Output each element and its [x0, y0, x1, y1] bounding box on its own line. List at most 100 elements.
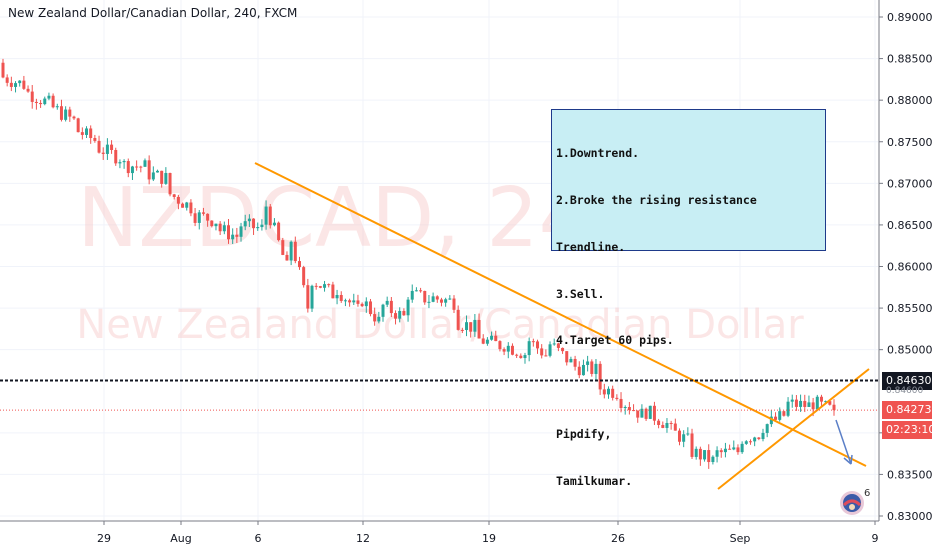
candle-body [799, 400, 803, 407]
candle-body [627, 407, 631, 411]
candle-body [34, 101, 38, 103]
candle-body [636, 410, 640, 418]
candle-body [423, 290, 427, 303]
candle-body [260, 224, 264, 228]
candle-body [490, 335, 494, 340]
candle-body [494, 335, 498, 342]
resistance-sub-label: 0.84600 [886, 386, 924, 396]
candle-body [794, 399, 798, 407]
candle-body [55, 106, 59, 108]
x-tick-label: Sep [730, 532, 751, 545]
candle-body [89, 128, 93, 138]
candle-body [623, 407, 627, 409]
candle-body [552, 343, 556, 345]
candle-body [469, 322, 473, 332]
candle-body [515, 354, 519, 356]
candle-body [648, 405, 652, 419]
forecast-arrow-head [843, 454, 853, 465]
candle-body [110, 144, 114, 150]
candle-body [285, 254, 289, 261]
candle-body [222, 225, 226, 232]
candle-body [373, 314, 377, 322]
note-line: Pipdify, [556, 426, 612, 441]
candle-body [306, 285, 310, 309]
candle-body [268, 206, 272, 226]
candle-body [394, 313, 398, 319]
candle-body [581, 364, 585, 376]
candle-body [439, 299, 443, 303]
author-avatar-icon[interactable] [838, 489, 866, 517]
candle-body [139, 166, 143, 168]
candle-body [101, 152, 105, 154]
x-tick-label: 19 [482, 532, 496, 545]
candle-body [352, 300, 356, 303]
candle-body [406, 299, 410, 316]
candle-body [398, 310, 402, 319]
note-line: 1.Downtrend. [556, 146, 640, 161]
chart-title: New Zealand Dollar/Canadian Dollar, 240,… [8, 6, 298, 20]
candle-body [669, 422, 673, 424]
candle-body [26, 88, 30, 92]
annotation-note[interactable]: 1.Downtrend. 2.Broke the rising resistan… [551, 109, 826, 488]
candle-body [607, 388, 611, 395]
forecast-arrow-shaft [835, 419, 852, 465]
candle-body [51, 95, 55, 108]
candle-body [72, 116, 76, 119]
candle-body [719, 450, 723, 453]
candle-body [448, 298, 452, 300]
candle-body [565, 351, 569, 363]
candle-body [80, 132, 84, 135]
candle-body [707, 450, 711, 463]
candle-body [30, 91, 34, 102]
candle-body [68, 109, 72, 117]
candle-body [277, 222, 281, 241]
candle-body [368, 301, 372, 315]
candle-body [577, 366, 581, 376]
candle-body [323, 284, 327, 288]
candle-body [206, 213, 210, 221]
candle-body [723, 448, 727, 453]
candle-body [686, 433, 690, 435]
candle-body [147, 160, 151, 180]
candle-body [151, 172, 155, 180]
candle-body [356, 300, 360, 304]
note-line: Trendline. [556, 239, 626, 254]
candle-body [665, 422, 669, 428]
descending-trendline [254, 162, 867, 467]
candle-body [748, 441, 752, 443]
candle-body [531, 341, 535, 343]
candle-body [569, 358, 573, 363]
candle-body [264, 206, 268, 225]
x-tick-label: 29 [97, 532, 111, 545]
candle-body [105, 144, 109, 154]
countdown-tag: 02:23:10 [882, 421, 932, 439]
candle-body [502, 349, 506, 352]
x-tick-label: 12 [356, 532, 370, 545]
grid [0, 0, 878, 520]
candle-body [239, 226, 243, 237]
candle-body [477, 319, 481, 339]
candle-body [235, 234, 239, 237]
candle-body [256, 227, 260, 229]
candle-body [715, 450, 719, 457]
candle-body [126, 161, 130, 174]
candle-body [673, 423, 677, 431]
candle-body [85, 128, 89, 135]
candle-body [185, 202, 189, 208]
candle-body [331, 284, 335, 299]
candle-body [452, 298, 456, 310]
note-line: 3.Sell. [556, 286, 605, 301]
y-tick-label: 0.85000 [887, 344, 932, 357]
candle-body [1, 62, 5, 78]
candle-body [519, 355, 523, 359]
candle-body [828, 401, 832, 405]
candle-body [694, 448, 698, 457]
candle-body [510, 345, 514, 355]
candle-body [602, 389, 606, 395]
price-levels [0, 379, 878, 411]
candle-body [389, 300, 393, 314]
candle-body [168, 173, 172, 195]
candle-body [523, 355, 527, 359]
